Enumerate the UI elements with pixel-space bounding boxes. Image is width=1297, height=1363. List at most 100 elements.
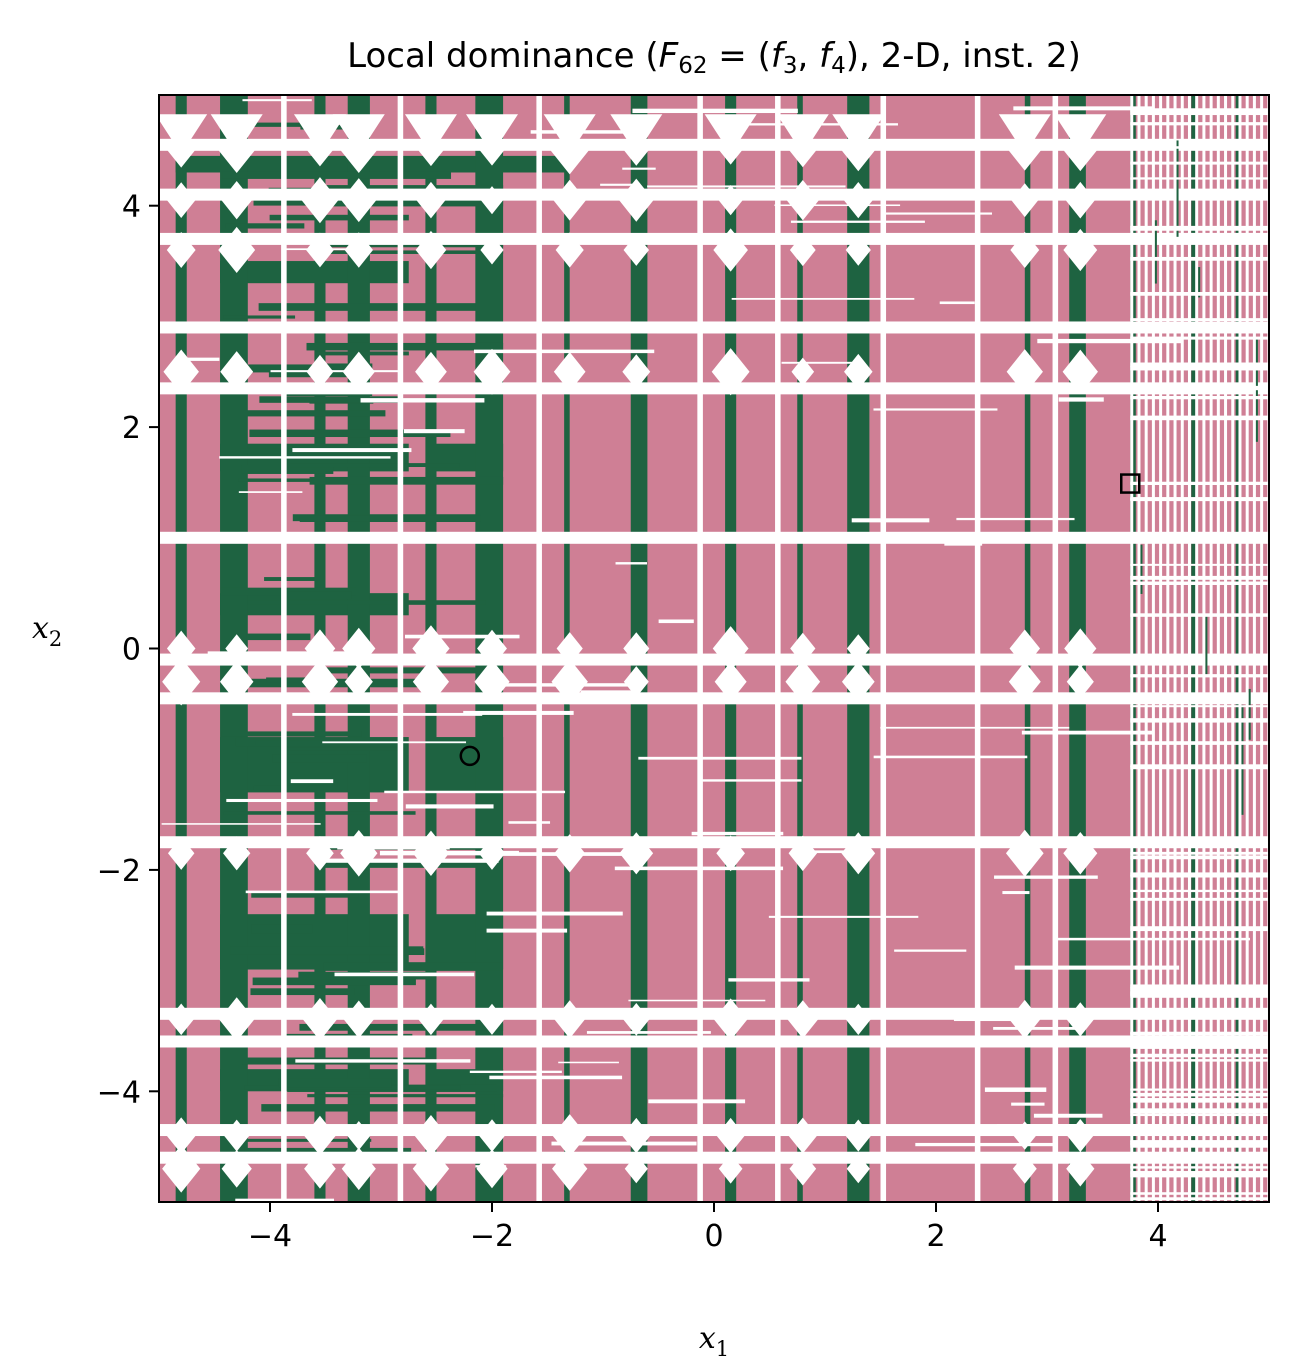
gap-stripe (551, 1141, 697, 1146)
gap-stripe (405, 804, 494, 809)
striped-band (1130, 385, 1269, 391)
gap-diamond (622, 1117, 651, 1154)
gap-diamond (342, 351, 375, 392)
striped-band (1130, 415, 1269, 421)
striped-optimum (1140, 544, 1143, 594)
gap-stripe (508, 821, 551, 824)
striped-band (1130, 718, 1269, 723)
striped-band (1130, 1172, 1269, 1178)
local-optimum-stripe (239, 1138, 372, 1142)
local-optimum-stripe (247, 410, 386, 417)
gap-stripe (580, 690, 634, 695)
gap-band (159, 321, 1269, 334)
local-optimum-stripe (318, 363, 373, 371)
title-comma: , (797, 36, 819, 76)
striped-optimum (1198, 267, 1201, 298)
striped-band (1130, 563, 1269, 566)
gap-stripe (622, 167, 656, 170)
gap-diamond (788, 835, 818, 872)
gap-diamond (785, 660, 821, 704)
striped-gap (1159, 95, 1163, 1202)
gap-diamond (841, 832, 876, 875)
gap-diamond (1006, 349, 1043, 395)
gap-diamond (478, 1119, 506, 1152)
x-axis-ticks: −4 −2 0 2 4 (248, 1202, 1168, 1254)
gap-diamond (553, 351, 586, 392)
striped-gap (1137, 95, 1141, 1202)
gap-triangle (293, 114, 346, 155)
gap-column (974, 95, 981, 1202)
gap-diamond (414, 1115, 448, 1157)
gap-stripe (873, 408, 998, 411)
gap-diamond (790, 632, 816, 665)
striped-optimum (1154, 220, 1157, 284)
gap-stripe (880, 726, 1070, 729)
gap-diamond (166, 630, 196, 667)
gap-diamond (343, 1000, 374, 1039)
gap-stripe (292, 448, 412, 453)
gap-diamond (163, 349, 199, 394)
local-optimum-stripe (241, 465, 334, 474)
gap-stripe (161, 823, 321, 825)
gap-diamond (1063, 832, 1098, 875)
striped-band (1130, 318, 1269, 322)
gap-stripe (984, 1087, 1047, 1092)
gap-diamond (344, 664, 373, 700)
gap-stripe (647, 185, 846, 188)
gap-stripe (404, 634, 520, 639)
gap-diamond (718, 185, 743, 216)
y-tick-label: −2 (97, 854, 141, 889)
striped-optimum (1176, 140, 1179, 237)
gap-stripe (793, 850, 852, 854)
gap-diamond (219, 660, 254, 703)
gap-diamond (714, 661, 747, 702)
striped-gap (1231, 95, 1235, 1202)
local-optimum-stripe (309, 476, 504, 485)
local-optimum-stripe (287, 591, 352, 600)
x-tick-label: 2 (926, 1219, 945, 1254)
gap-diamond (302, 997, 338, 1041)
gap-column (775, 95, 781, 1202)
gap-diamond (347, 1121, 371, 1151)
gap-column (880, 95, 887, 1202)
striped-band (1130, 1088, 1269, 1091)
striped-gap (1180, 95, 1184, 1202)
gap-triangle (704, 114, 757, 155)
gap-diamond (220, 351, 254, 393)
gap-diamond (304, 629, 336, 668)
local-optimum-stripe (307, 1094, 504, 1098)
title-f2-sub: 4 (831, 53, 846, 79)
gap-diamond (218, 226, 256, 274)
gap-diamond (554, 834, 586, 873)
gap-diamond (1065, 181, 1095, 219)
striped-band (1130, 1142, 1269, 1148)
gap-diamond (716, 1117, 745, 1154)
heatmap-area (159, 95, 1269, 1202)
gap-diamond (553, 179, 587, 221)
x-tick-label: −2 (470, 1219, 514, 1254)
gap-stripe (700, 779, 802, 782)
local-optimum-stripe (313, 667, 504, 674)
gap-stripe (997, 1124, 1192, 1127)
gap-diamond (552, 1146, 588, 1191)
gap-stripe (1021, 730, 1153, 735)
striped-band (1130, 581, 1269, 585)
y-tick-label: 2 (122, 411, 141, 446)
gap-triangle (332, 114, 385, 155)
gap-diamond (1066, 664, 1094, 699)
gap-diamond (418, 1003, 444, 1036)
gap-stripe (600, 183, 638, 186)
gap-stripe (1041, 692, 1151, 697)
local-optimum-stripe (272, 754, 367, 763)
local-optimum-stripe (244, 1147, 412, 1154)
gap-diamond (304, 1115, 336, 1156)
local-optimum-stripe (266, 677, 319, 683)
striped-band (1130, 161, 1269, 165)
gap-triangle (210, 114, 263, 155)
gap-diamond (162, 657, 201, 706)
gap-diamond (622, 354, 651, 390)
local-optimum-stripe (269, 214, 409, 221)
local-optimum-stripe (306, 342, 504, 351)
gap-stripe (615, 562, 648, 565)
